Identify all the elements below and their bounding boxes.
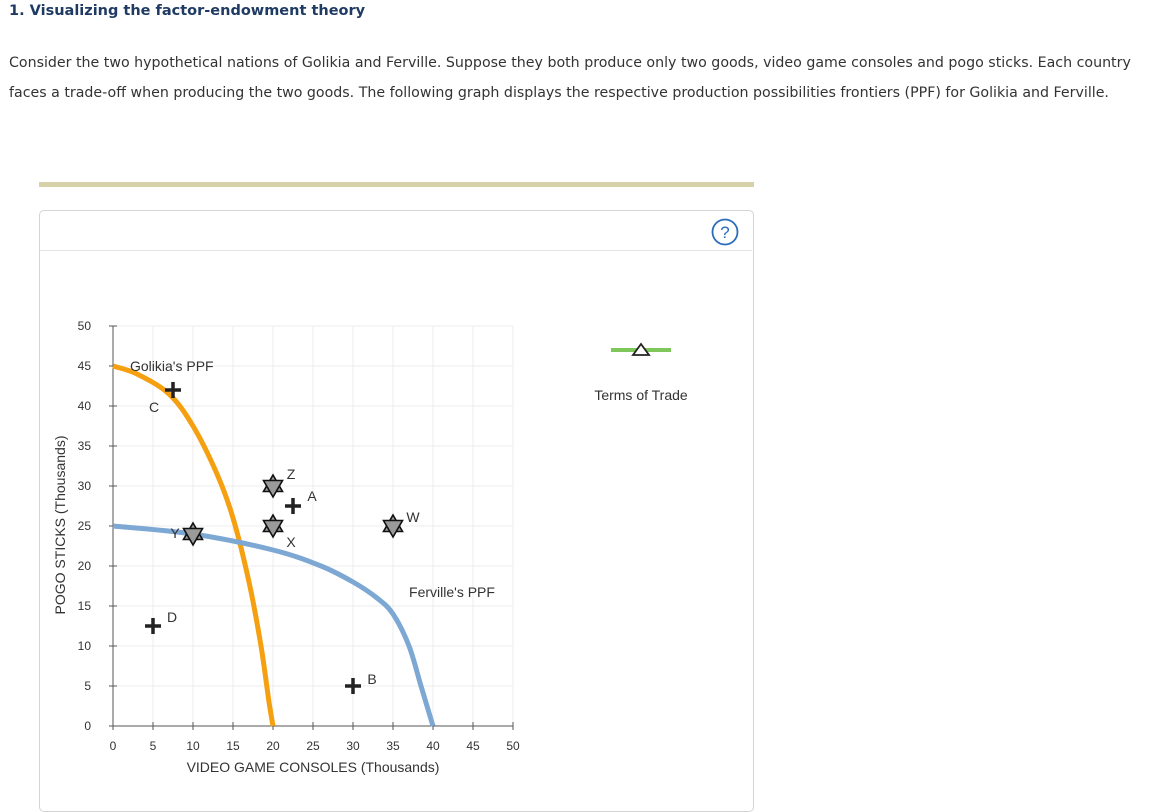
y-tick-label: 0 <box>84 719 91 733</box>
plus-marker-icon <box>345 678 361 694</box>
ppf-chart: 0 5 10 15 20 25 30 35 40 45 50 0 5 10 15 20 25 30 35 40 45 50… <box>52 319 688 775</box>
triangle-icon <box>631 342 651 356</box>
golikia-ppf-curve <box>112 363 276 727</box>
x-tick-label: 30 <box>346 739 360 753</box>
y-tick-label: 50 <box>78 319 92 333</box>
point-a[interactable]: A <box>285 488 317 514</box>
golikia-ppf-label: Golikia's PPF <box>130 358 214 374</box>
plus-marker-icon <box>145 618 161 634</box>
point-label: D <box>167 609 177 625</box>
y-tick-label: 30 <box>78 479 92 493</box>
star-marker-icon <box>262 519 284 539</box>
series: Golikia's PPF Ferville's PPF <box>112 358 495 727</box>
point-label: Z <box>287 466 296 482</box>
x-tick-label: 25 <box>306 739 320 753</box>
x-axis-label: VIDEO GAME CONSOLES (Thousands) <box>187 759 440 775</box>
y-tick-label: 45 <box>78 359 92 373</box>
help-glyph: ? <box>720 223 729 242</box>
points: C A D B Z X Y W <box>145 382 420 694</box>
ferville-ppf-label: Ferville's PPF <box>409 584 495 600</box>
y-tick-label: 25 <box>78 519 92 533</box>
x-tick-label: 40 <box>426 739 440 753</box>
star-marker-icon <box>382 519 404 539</box>
y-tick-label: 5 <box>84 679 91 693</box>
graph-panel <box>39 210 754 812</box>
y-tick-label: 20 <box>78 559 92 573</box>
point-label: C <box>149 399 159 415</box>
point-label: X <box>286 534 296 550</box>
y-tick-label: 10 <box>78 639 92 653</box>
point-label: Y <box>170 525 180 541</box>
point-label: B <box>367 671 376 687</box>
x-tick-label: 50 <box>506 739 520 753</box>
star-marker-icon <box>182 527 204 547</box>
x-tick-label: 45 <box>466 739 480 753</box>
question-title: 1. Visualizing the factor-endowment theo… <box>9 3 366 19</box>
axes: 0 5 10 15 20 25 30 35 40 45 50 0 5 10 15 20 25 30 35 40 45 50 <box>78 319 520 753</box>
y-axis-label: POGO STICKS (Thousands) <box>52 436 68 615</box>
point-d[interactable]: D <box>145 609 177 634</box>
point-x[interactable]: X <box>262 513 297 550</box>
x-tick-label: 0 <box>110 739 117 753</box>
y-tick-label: 35 <box>78 439 92 453</box>
x-tick-label: 10 <box>186 739 200 753</box>
question-intro: Consider the two hypothetical nations of… <box>9 55 1131 101</box>
ferville-ppf-curve <box>112 523 436 727</box>
terms-of-trade-legend[interactable]: Terms of Trade <box>594 342 688 403</box>
point-c[interactable]: C <box>149 382 181 415</box>
plus-marker-icon <box>285 498 301 514</box>
y-tick-label: 40 <box>78 399 92 413</box>
x-tick-label: 20 <box>266 739 280 753</box>
point-b[interactable]: B <box>345 671 377 694</box>
question-mark-icon: ? <box>711 218 739 246</box>
point-y[interactable]: Y <box>170 521 204 547</box>
x-tick-label: 15 <box>226 739 240 753</box>
help-button[interactable]: ? <box>711 218 739 246</box>
plus-marker-icon <box>165 382 181 398</box>
point-z[interactable]: Z <box>262 466 296 499</box>
panel-header-divider <box>40 250 752 251</box>
terms-of-trade-label: Terms of Trade <box>594 387 688 403</box>
point-w[interactable]: W <box>382 509 421 539</box>
section-divider <box>39 182 754 187</box>
x-tick-label: 5 <box>150 739 157 753</box>
y-tick-label: 15 <box>78 599 92 613</box>
point-label: A <box>307 488 317 504</box>
star-marker-icon <box>262 479 284 499</box>
x-tick-label: 35 <box>386 739 400 753</box>
point-label: W <box>406 509 420 525</box>
